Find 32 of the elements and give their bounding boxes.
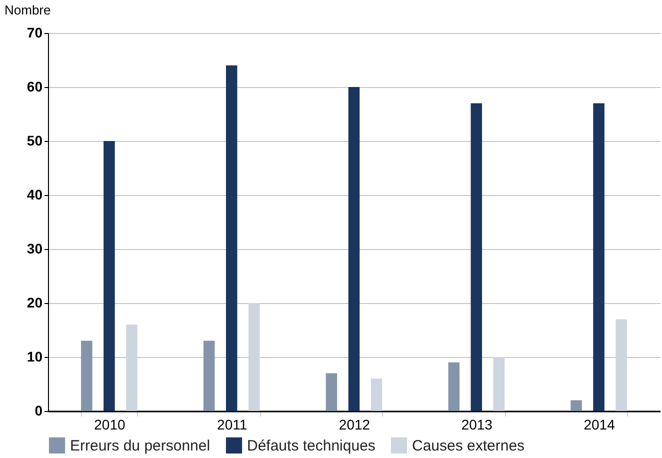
bar — [493, 357, 505, 411]
x-tick-label: 2011 — [217, 416, 248, 432]
legend-label: Défauts techniques — [247, 437, 376, 454]
bar — [81, 340, 92, 411]
bar — [448, 362, 460, 411]
y-tick-label: 70 — [26, 24, 43, 40]
bar — [326, 373, 338, 411]
x-tick-label: 2010 — [94, 416, 126, 432]
bar — [348, 87, 360, 411]
bar — [126, 324, 138, 411]
legend-label: Causes externes — [412, 437, 525, 454]
y-tick-label: 0 — [34, 402, 43, 418]
bar — [470, 103, 482, 411]
legend-label: Erreurs du personnel — [70, 437, 210, 454]
x-tick-label: 2012 — [338, 416, 370, 432]
y-tick-label: 20 — [26, 294, 43, 310]
y-axis-title: Nombre — [4, 2, 51, 18]
bar — [226, 65, 238, 411]
y-tick-label: 30 — [26, 240, 43, 256]
bar — [570, 400, 582, 411]
y-tick-label: 50 — [26, 132, 43, 148]
bar — [593, 103, 604, 411]
bar — [370, 378, 382, 411]
bar — [616, 319, 627, 411]
y-tick-label: 40 — [26, 186, 43, 202]
y-tick-label: 10 — [26, 348, 43, 364]
x-tick-label: 2013 — [461, 416, 493, 432]
x-tick-label: 2014 — [584, 416, 616, 432]
bar — [104, 141, 115, 411]
bar — [203, 340, 215, 411]
y-tick-label: 60 — [26, 78, 43, 94]
bar — [248, 303, 260, 411]
